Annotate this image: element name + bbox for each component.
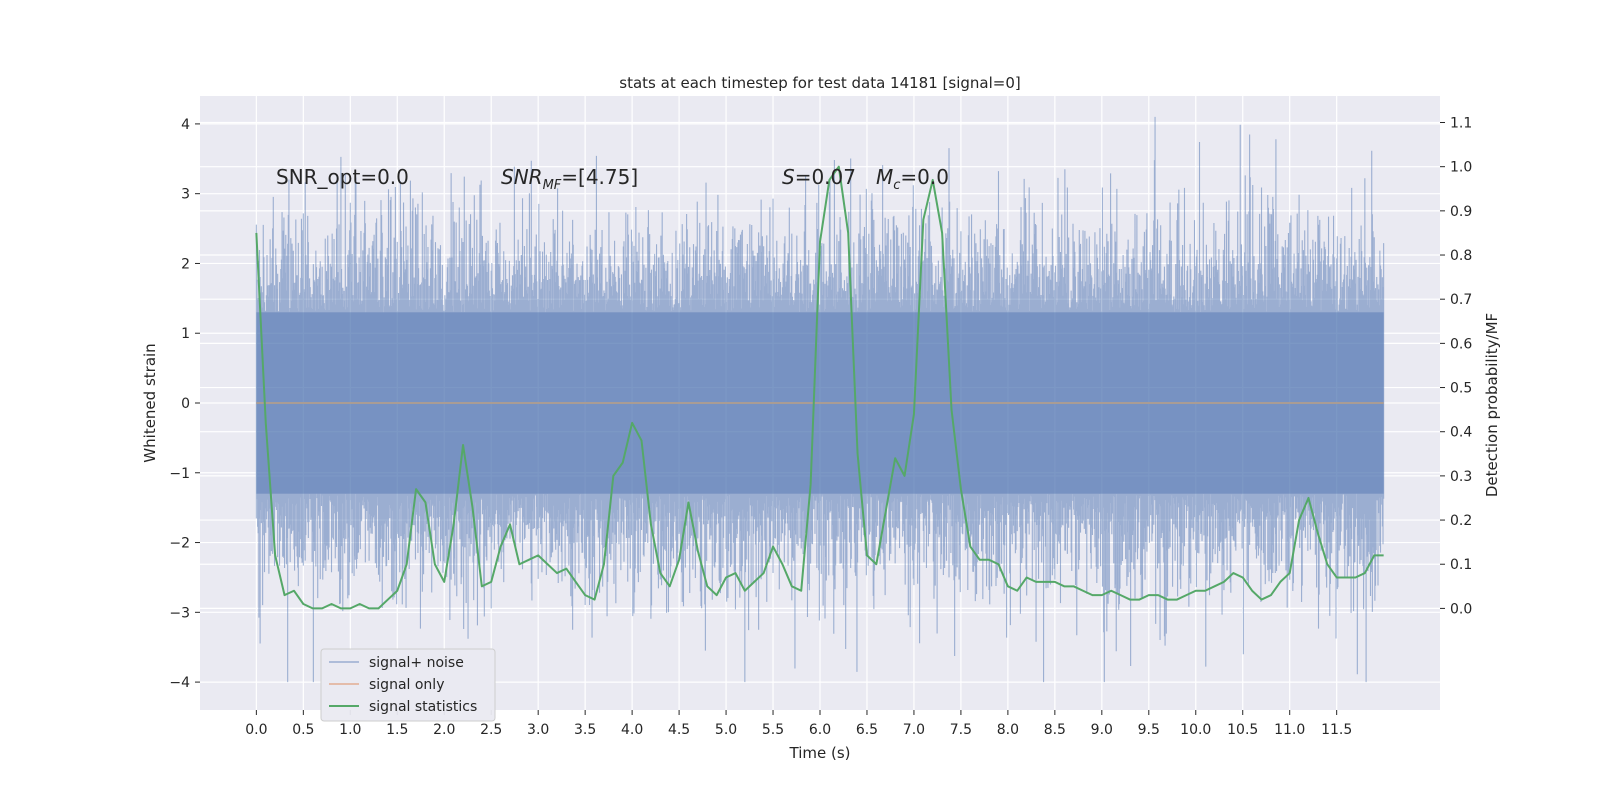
y-tick-label: −1 xyxy=(169,466,190,482)
x-tick-label: 1.5 xyxy=(386,722,408,738)
x-tick-label: 7.5 xyxy=(950,722,972,738)
y2-tick-label: 0.7 xyxy=(1450,292,1472,308)
legend-box xyxy=(320,648,496,722)
x-tick-label: 11.5 xyxy=(1321,722,1352,738)
y2-tick-label: 1.1 xyxy=(1450,116,1472,132)
legend: signal+ noise signal only signal statist… xyxy=(320,648,496,722)
x-tick-label: 4.0 xyxy=(621,722,643,738)
x-tick-label: 7.0 xyxy=(903,722,925,738)
y-tick-label: −3 xyxy=(169,605,190,621)
x-tick-label: 4.5 xyxy=(668,722,690,738)
x-tick-label: 10.5 xyxy=(1227,722,1258,738)
y-axis-label: Whitened strain xyxy=(141,343,159,462)
y-tick-label: 1 xyxy=(181,326,190,342)
y-tick-label: 4 xyxy=(181,117,190,133)
y2-tick-label: 0.3 xyxy=(1450,469,1472,485)
y2-tick-label: 0.4 xyxy=(1450,425,1472,441)
y2-tick-label: 0.2 xyxy=(1450,513,1472,529)
y2-tick-label: 0.9 xyxy=(1450,204,1472,220)
y-tick-label: −2 xyxy=(169,536,190,552)
annotations: SNR_opt=0.0 SNRMF=[4.75] S=0.07 Mc=0.0 xyxy=(276,165,949,193)
legend-label-signal-only: signal only xyxy=(369,677,444,693)
x-tick-label: 2.5 xyxy=(480,722,502,738)
y-tick-label: −4 xyxy=(169,675,190,691)
x-tick-label: 9.0 xyxy=(1091,722,1113,738)
annotation-mc: Mc=0.0 xyxy=(876,165,949,193)
noise-trace-path xyxy=(255,116,1385,683)
annotation-snr-mf: SNRMF=[4.75] xyxy=(501,165,638,193)
y2-axis-label: Detection probability/MF xyxy=(1483,313,1501,497)
x-tick-label: 11.0 xyxy=(1274,722,1305,738)
y2-tick-label: 0.5 xyxy=(1450,381,1472,397)
y-tick-label: 0 xyxy=(181,396,190,412)
x-axis-label: Time (s) xyxy=(789,744,851,762)
annotation-s: S=0.07 xyxy=(782,165,856,189)
y2-tick-label: 0.1 xyxy=(1450,557,1472,573)
y2-tick-label: 0.6 xyxy=(1450,336,1472,352)
x-tick-label: 1.0 xyxy=(339,722,361,738)
x-tick-label: 6.0 xyxy=(809,722,831,738)
signal-statistics-line xyxy=(255,165,1384,610)
x-tick-label: 6.5 xyxy=(856,722,878,738)
x-tick-label: 2.0 xyxy=(433,722,455,738)
x-tick-label: 5.0 xyxy=(715,722,737,738)
y2-tick-label: 0.8 xyxy=(1450,248,1472,264)
x-tick-label: 0.0 xyxy=(245,722,267,738)
x-tick-label: 3.0 xyxy=(527,722,549,738)
legend-label-statistics: signal statistics xyxy=(369,699,477,715)
x-tick-label: 0.5 xyxy=(292,722,314,738)
tick-labels: 0.0 0.5 1.0 1.5 2.0 2.5 3.0 3.5 4.0 4.5 5.0 5.5 6.0 6… xyxy=(169,116,1472,738)
chart-title: stats at each timestep for test data 141… xyxy=(619,74,1020,92)
y-tick-label: 2 xyxy=(181,256,190,272)
y2-tick-label: 1.0 xyxy=(1450,160,1472,176)
x-tick-label: 8.0 xyxy=(997,722,1019,738)
series-layer xyxy=(255,165,1384,610)
x-tick-label: 5.5 xyxy=(762,722,784,738)
x-tick-label: 9.5 xyxy=(1138,722,1160,738)
y2-tick-label: 0.0 xyxy=(1450,601,1472,617)
annotation-snr-opt: SNR_opt=0.0 xyxy=(276,165,409,189)
x-tick-label: 10.0 xyxy=(1180,722,1211,738)
y-tick-label: 3 xyxy=(181,187,190,203)
x-tick-label: 8.5 xyxy=(1044,722,1066,738)
legend-label-noise: signal+ noise xyxy=(369,655,464,671)
x-tick-label: 3.5 xyxy=(574,722,596,738)
